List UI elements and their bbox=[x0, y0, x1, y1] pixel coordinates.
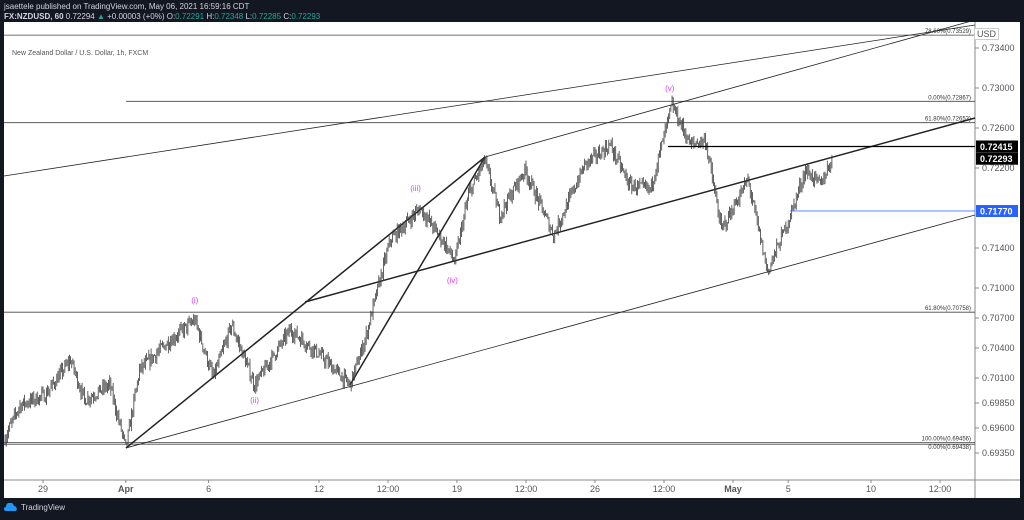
open-value: 0.72291 bbox=[175, 12, 205, 21]
time-tick-label: 12:00 bbox=[377, 484, 400, 494]
lower-channel-line[interactable] bbox=[125, 214, 976, 449]
price-tick-label: 0.72200 bbox=[982, 163, 1015, 173]
price-chart[interactable]: 78.60%(0.73529) 0.00%(0.72867) 61.80%(0.72… bbox=[3, 19, 1020, 498]
price-tick-label: 0.70400 bbox=[982, 343, 1015, 353]
fib-level-label: 78.60%(0.73529) bbox=[925, 29, 971, 35]
wave-trend-line-2[interactable] bbox=[349, 156, 486, 386]
time-tick-label: 12:00 bbox=[515, 484, 538, 494]
price-marker-badge bbox=[976, 152, 1018, 165]
close-label: C: bbox=[283, 12, 292, 21]
currency-label[interactable]: USD bbox=[974, 28, 1000, 40]
tradingview-logo[interactable]: TradingView bbox=[4, 503, 65, 512]
median-channel-line[interactable] bbox=[304, 117, 976, 303]
fib-level-label: 0.00%(0.69438) bbox=[928, 445, 971, 451]
low-label: L: bbox=[245, 12, 253, 21]
time-tick-label: 12 bbox=[314, 484, 324, 494]
high-label: H: bbox=[206, 12, 215, 21]
wave-label: (v) bbox=[665, 84, 675, 93]
price-tick-label: 0.73400 bbox=[982, 43, 1015, 53]
high-value: 0.72348 bbox=[214, 12, 244, 21]
close-value: 0.72293 bbox=[291, 12, 321, 21]
price-tick-label: 0.69600 bbox=[982, 423, 1015, 433]
fib-level-label: 100.00%(0.69456) bbox=[922, 436, 971, 442]
time-tick-label: Apr bbox=[118, 484, 134, 494]
tradingview-cloud-icon bbox=[4, 503, 17, 511]
wave-label: (iii) bbox=[410, 184, 421, 193]
price-marker-label: 0.72415 bbox=[980, 142, 1013, 152]
chart-area[interactable]: 78.60%(0.73529) 0.00%(0.72867) 61.80%(0.72… bbox=[3, 19, 1020, 498]
time-tick-label: 29 bbox=[38, 484, 48, 494]
price-tick-label: 0.71400 bbox=[982, 243, 1015, 253]
time-tick-label: 19 bbox=[452, 484, 462, 494]
wave-label: (ii) bbox=[250, 396, 259, 405]
upper-channel-line[interactable] bbox=[3, 24, 976, 177]
time-tick-label: 12:00 bbox=[653, 484, 676, 494]
symbol: FX:NZDUSD, 60 bbox=[4, 12, 64, 21]
low-value: 0.72285 bbox=[252, 12, 282, 21]
brand-name: TradingView bbox=[21, 503, 66, 512]
wave-label: (iv) bbox=[447, 276, 458, 285]
up-arrow-icon: ▲ bbox=[96, 12, 105, 21]
fib-level-label: 61.80%(0.70758) bbox=[925, 306, 971, 312]
chart-title: New Zealand Dollar / U.S. Dollar, 1h, FX… bbox=[12, 50, 149, 57]
fib-level-label: 61.80%(0.72653) bbox=[925, 117, 971, 123]
price-tick-label: 0.72600 bbox=[982, 123, 1015, 133]
last-price: 0.72294 bbox=[65, 12, 95, 21]
time-tick-label: May bbox=[724, 484, 742, 494]
time-tick-label: 5 bbox=[786, 484, 791, 494]
wave-trend-line[interactable] bbox=[125, 156, 486, 449]
symbol-info: FX:NZDUSD, 60 0.72294 ▲ +0.00003 (+0%) O… bbox=[4, 12, 320, 21]
price-tick-label: 0.73000 bbox=[982, 83, 1015, 93]
price-tick-label: 0.70100 bbox=[982, 373, 1015, 383]
time-tick-label: 10 bbox=[866, 484, 876, 494]
price-marker-label: 0.71770 bbox=[980, 207, 1013, 217]
open-label: O: bbox=[166, 12, 176, 21]
time-tick-label: 6 bbox=[206, 484, 211, 494]
change: +0.00003 (+0%) bbox=[107, 12, 165, 21]
price-marker-badge bbox=[976, 205, 1018, 217]
time-tick-label: 26 bbox=[590, 484, 600, 494]
time-tick-label: 12:00 bbox=[929, 484, 952, 494]
price-tick-label: 0.70700 bbox=[982, 313, 1015, 323]
price-tick-label: 0.69350 bbox=[982, 448, 1015, 458]
price-tick-label: 0.69850 bbox=[982, 398, 1015, 408]
price-marker-badge bbox=[976, 140, 1018, 153]
price-tick-label: 0.71000 bbox=[982, 283, 1015, 293]
wave-label: (i) bbox=[191, 296, 198, 305]
upper-parallel-line[interactable] bbox=[484, 19, 976, 158]
price-marker-label: 0.72293 bbox=[980, 154, 1013, 164]
fib-level-label: 0.00%(0.72867) bbox=[928, 95, 971, 101]
published-info: jsaettele published on TradingView.com, … bbox=[4, 2, 250, 11]
